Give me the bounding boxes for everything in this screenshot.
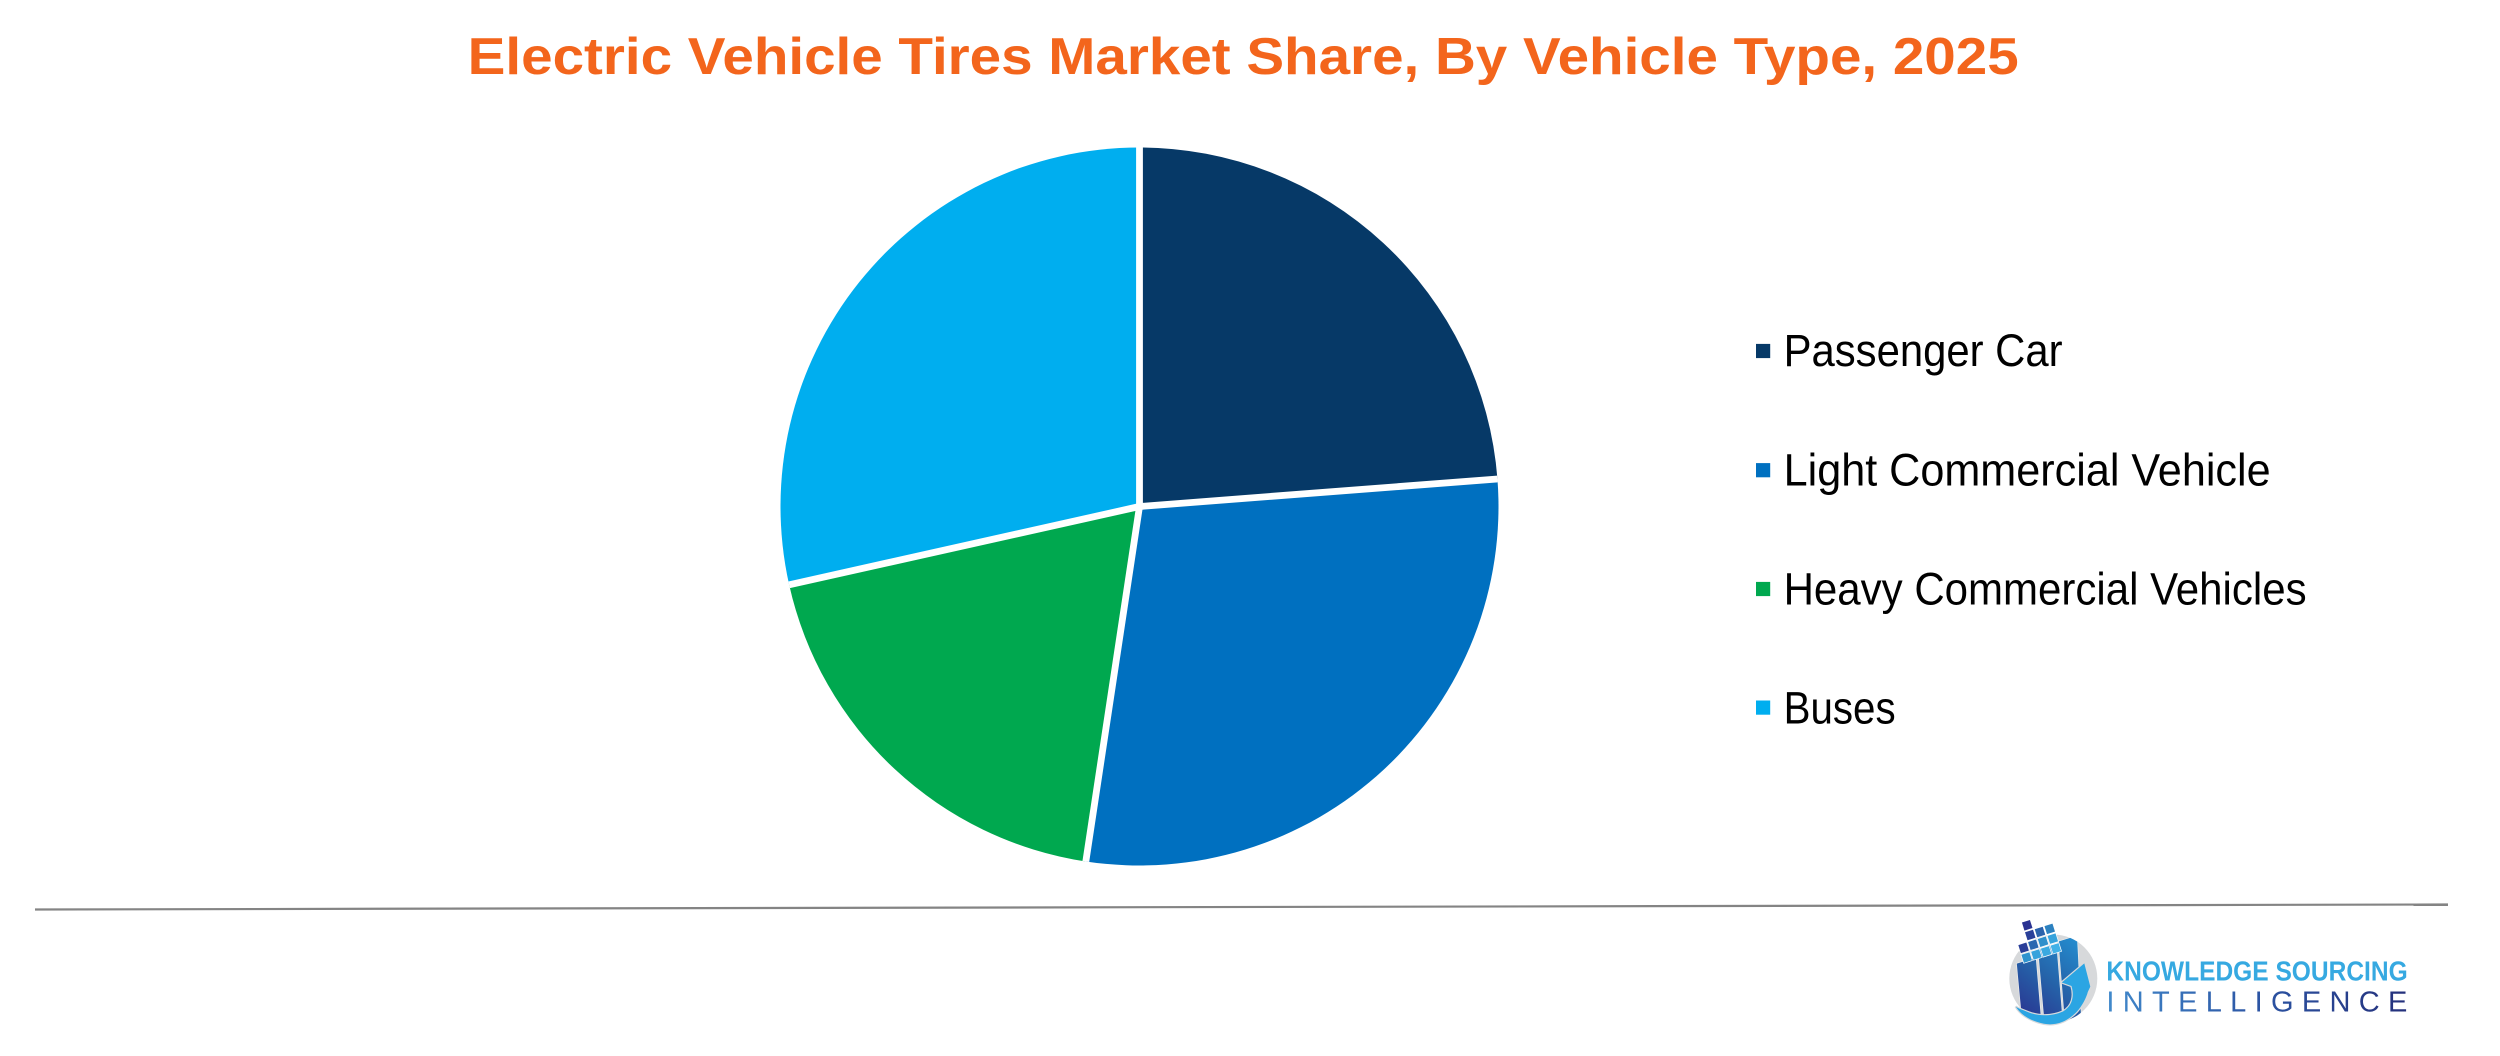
svg-text:Passenger Car: Passenger Car [1784,325,2063,376]
svg-text:INTELLIGENCE: INTELLIGENCE [2106,986,2407,1018]
svg-text:Buses: Buses [1784,683,1896,734]
svg-text:Light Commercial Vehicle: Light Commercial Vehicle [1784,445,2271,496]
svg-text:Heavy Commercial Vehicles: Heavy Commercial Vehicles [1784,564,2307,615]
svg-text:KNOWLEDGE SOURCING: KNOWLEDGE SOURCING [2106,956,2407,987]
svg-text:Electric Vehicle Tires Market: Electric Vehicle Tires Market Share, By … [468,28,2019,86]
